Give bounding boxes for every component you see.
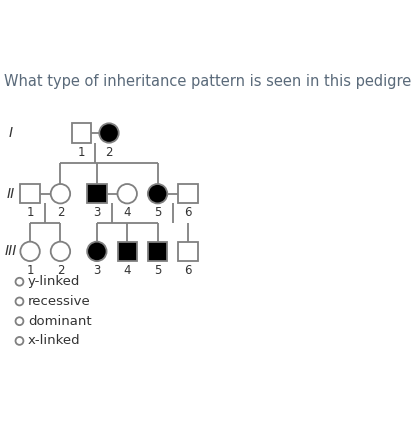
Circle shape (16, 297, 23, 305)
Text: 2: 2 (105, 146, 113, 159)
Bar (87, 184, 107, 204)
Text: 4: 4 (124, 264, 131, 277)
Text: II: II (6, 187, 14, 201)
Bar (72, 123, 91, 143)
Circle shape (51, 184, 70, 204)
Text: I: I (8, 126, 12, 140)
Text: 6: 6 (184, 264, 192, 277)
Text: 3: 3 (93, 207, 101, 219)
Text: recessive: recessive (28, 295, 91, 308)
Text: 2: 2 (57, 207, 64, 219)
Text: 1: 1 (26, 207, 34, 219)
Circle shape (99, 123, 119, 143)
Text: III: III (4, 245, 16, 259)
Text: 5: 5 (154, 207, 161, 219)
Text: 3: 3 (93, 264, 101, 277)
Text: 5: 5 (154, 264, 161, 277)
Text: 6: 6 (184, 207, 192, 219)
Circle shape (16, 317, 23, 325)
Circle shape (16, 278, 23, 286)
Bar (117, 242, 137, 261)
Text: y-linked: y-linked (28, 275, 80, 288)
Circle shape (117, 184, 137, 204)
Circle shape (16, 337, 23, 345)
Circle shape (148, 184, 167, 204)
Text: What type of inheritance pattern is seen in this pedigree chart?: What type of inheritance pattern is seen… (4, 74, 412, 89)
Text: dominant: dominant (28, 315, 91, 328)
Text: 2: 2 (57, 264, 64, 277)
Bar (178, 184, 198, 204)
Bar (148, 242, 167, 261)
Circle shape (51, 242, 70, 261)
Text: 4: 4 (124, 207, 131, 219)
Bar (178, 242, 198, 261)
Text: x-linked: x-linked (28, 334, 81, 347)
Text: 1: 1 (26, 264, 34, 277)
Circle shape (87, 242, 107, 261)
Text: 1: 1 (78, 146, 85, 159)
Circle shape (20, 242, 40, 261)
Bar (20, 184, 40, 204)
